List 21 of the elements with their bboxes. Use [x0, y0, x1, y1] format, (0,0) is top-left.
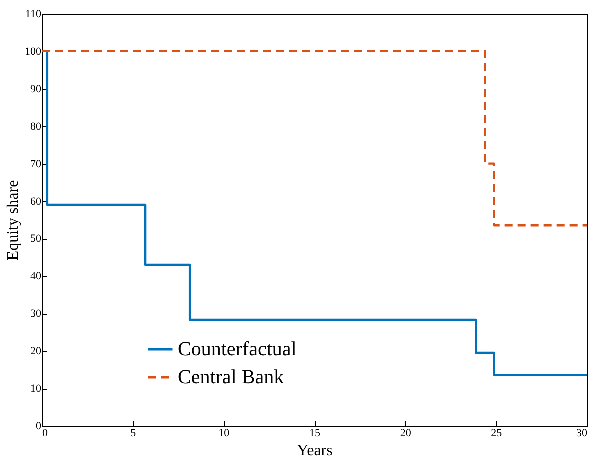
y-tick-label: 80: [30, 120, 42, 133]
y-tick-label: 100: [25, 46, 42, 58]
y-tick-label: 40: [30, 270, 42, 283]
y-tick-label: 90: [30, 83, 42, 96]
legend-label: Central Bank: [178, 366, 284, 388]
x-tick-label: 15: [310, 428, 321, 440]
x-tick-label: 20: [400, 428, 412, 440]
y-tick-label: 10: [30, 383, 42, 396]
y-tick-label: 70: [30, 158, 42, 170]
y-tick-label: 30: [30, 308, 42, 320]
y-tick-label: 20: [30, 346, 42, 358]
x-tick-label: 25: [491, 428, 503, 440]
x-tick-label: 30: [576, 428, 588, 440]
y-tick-label: 50: [30, 233, 42, 246]
x-tick-label: 5: [130, 428, 137, 440]
y-axis-title: Equity share: [5, 180, 22, 261]
y-tick-label: 110: [25, 8, 42, 20]
x-tick-label: 10: [218, 428, 230, 440]
y-tick-label: 60: [30, 196, 42, 208]
x-axis-title: Years: [297, 442, 333, 460]
legend-label: Counterfactual: [178, 338, 298, 360]
